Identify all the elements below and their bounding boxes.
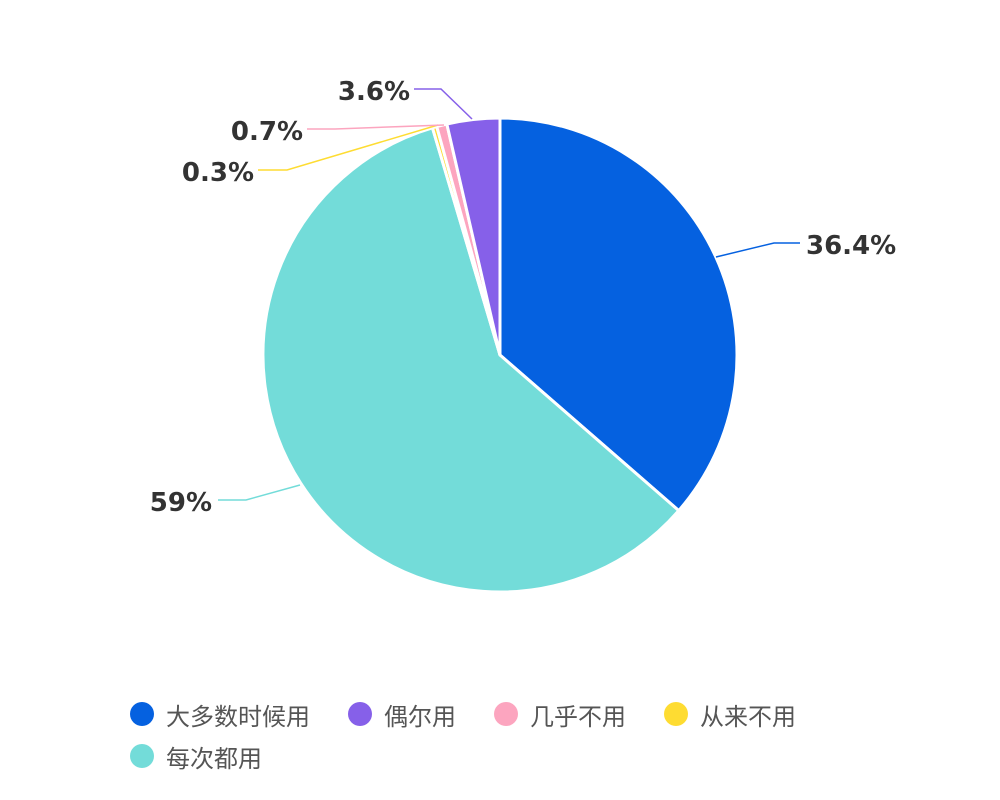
pie-slice bbox=[498, 116, 739, 513]
legend-label: 每次都用 bbox=[166, 744, 262, 773]
legend-dot-icon bbox=[130, 744, 154, 768]
legend-item[interactable]: 大多数时候用 bbox=[130, 698, 310, 731]
legend-item[interactable]: 从来不用 bbox=[664, 698, 796, 731]
pie-slice bbox=[445, 116, 502, 357]
legend-dot-icon bbox=[348, 702, 372, 726]
legend-dot-icon bbox=[130, 702, 154, 726]
legend: 大多数时候用 偶尔用 几乎不用 从来不用每次都用 bbox=[130, 698, 910, 773]
pie-slices bbox=[261, 116, 739, 594]
leader-lines bbox=[218, 88, 800, 501]
legend-dot-icon bbox=[494, 702, 518, 726]
leader-line bbox=[218, 484, 301, 501]
legend-label: 几乎不用 bbox=[530, 702, 626, 731]
slice-percent-label: 36.4% bbox=[806, 231, 896, 261]
legend-label: 偶尔用 bbox=[384, 702, 456, 731]
slice-percent-label: 3.6% bbox=[338, 77, 410, 107]
pie-slice bbox=[261, 126, 681, 594]
slice-percent-label: 59% bbox=[150, 488, 212, 518]
legend-dot-icon bbox=[664, 702, 688, 726]
legend-item[interactable]: 每次都用 bbox=[130, 740, 262, 773]
legend-item[interactable]: 偶尔用 bbox=[348, 698, 456, 731]
leader-line bbox=[715, 242, 800, 258]
leader-line bbox=[258, 124, 439, 171]
leader-line bbox=[414, 88, 473, 120]
legend-label: 从来不用 bbox=[700, 702, 796, 731]
slice-percent-label: 0.3% bbox=[182, 158, 254, 188]
legend-item[interactable]: 几乎不用 bbox=[494, 698, 626, 731]
legend-label: 大多数时候用 bbox=[166, 702, 310, 731]
leader-line bbox=[307, 124, 445, 130]
slice-percent-label: 0.7% bbox=[231, 117, 303, 147]
slice-labels: 36.4% 59% 0.3% 0.7% 3.6% bbox=[150, 77, 896, 518]
